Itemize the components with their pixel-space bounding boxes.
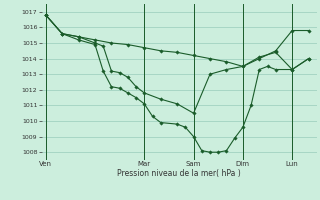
X-axis label: Pression niveau de la mer( hPa ): Pression niveau de la mer( hPa ) <box>117 169 241 178</box>
